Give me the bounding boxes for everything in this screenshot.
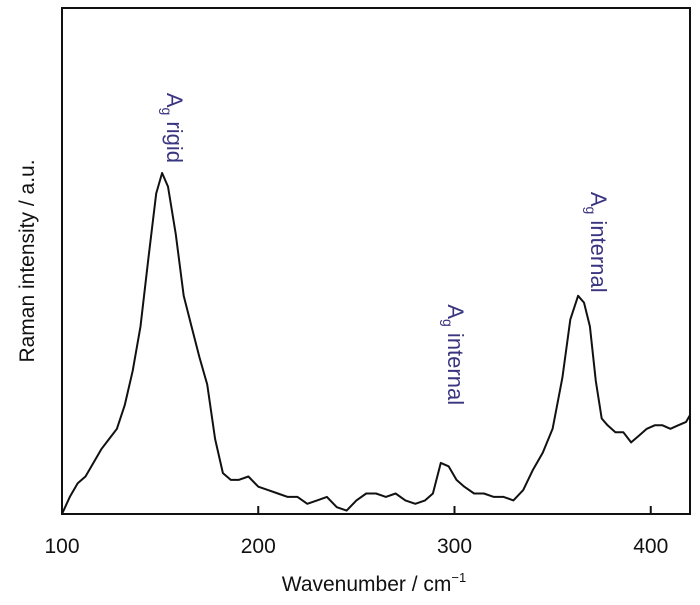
x-tick-label: 400 [633, 535, 668, 558]
peak-annotation-base: A [586, 192, 611, 207]
y-axis-title: Raman intensity / a.u. [16, 159, 39, 362]
spectrum-line [61, 172, 691, 515]
x-tick-label: 100 [44, 535, 79, 558]
peak-annotation-base: A [443, 304, 468, 319]
peak-annotation-subscript: g [440, 319, 456, 327]
peak-annotation-text: rigid [162, 115, 187, 163]
x-axis-title-text: Wavenumber / cm [282, 573, 452, 596]
x-axis-ticks: 100 200 300 400 [44, 506, 668, 558]
peak-annotation-subscript: g [159, 108, 175, 116]
x-axis-title: Wavenumber / cm−1 [282, 570, 466, 596]
x-tick-label: 200 [241, 535, 276, 558]
peak-annotation-base: A [162, 93, 187, 108]
x-tick-label: 300 [437, 535, 472, 558]
peak-annotation-text: internal [586, 214, 611, 292]
plot-frame [61, 7, 691, 515]
peak-annotation: Ag internal [583, 192, 611, 293]
peak-annotation-text: internal [443, 327, 468, 405]
x-axis-title-superscript: −1 [451, 570, 466, 585]
peak-annotation: Ag rigid [159, 93, 187, 163]
peak-annotation: Ag internal [440, 304, 468, 405]
peak-annotation-subscript: g [583, 207, 599, 215]
